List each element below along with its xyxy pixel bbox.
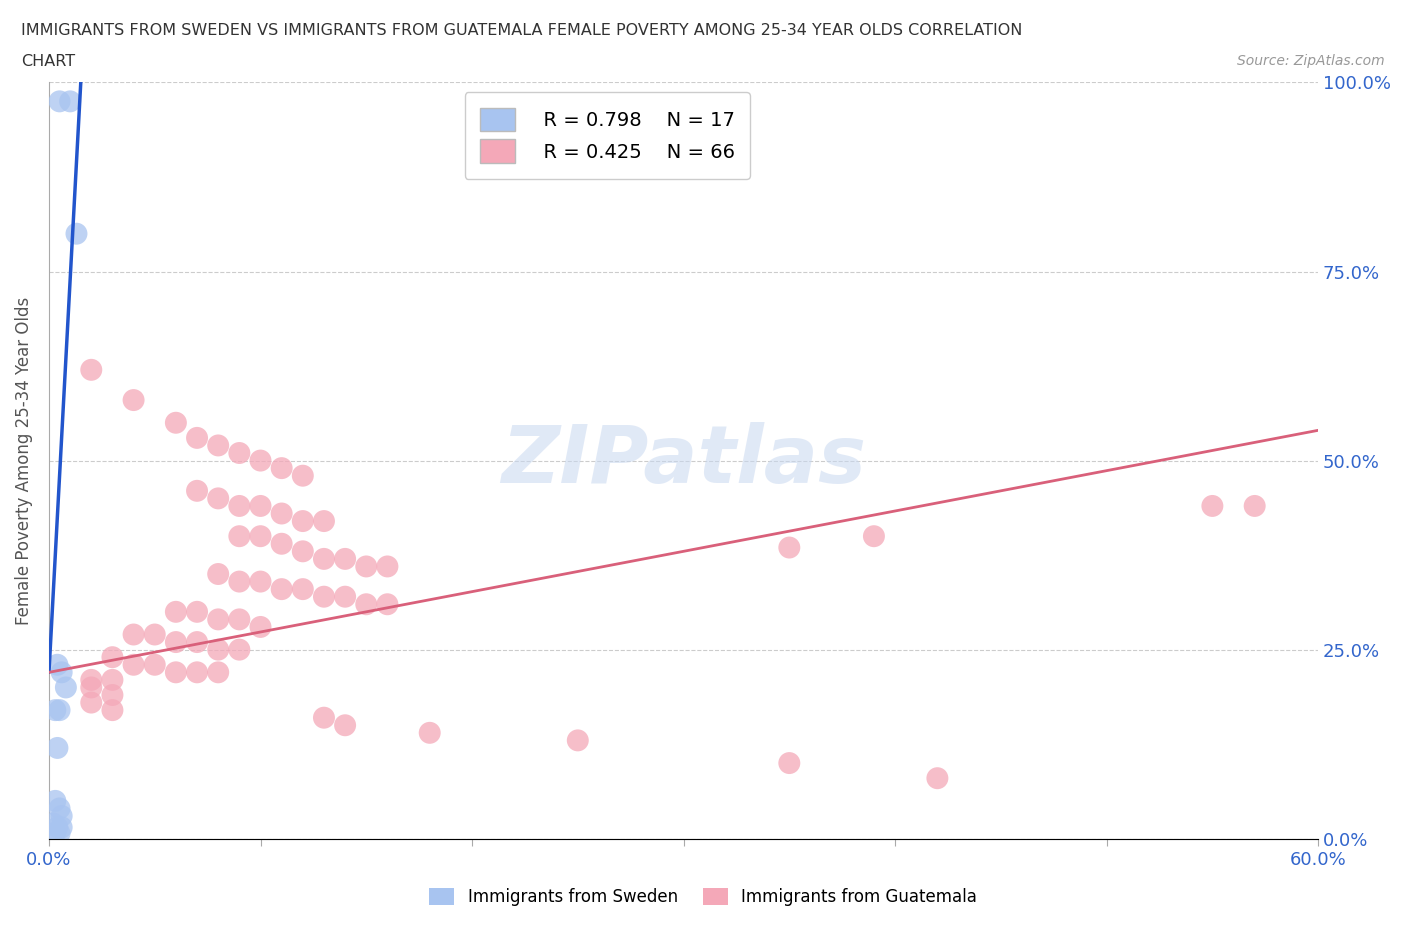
Point (48, 801, 70, 816)
Point (312, 513, 335, 528)
Point (165, 416, 187, 431)
Point (333, 718, 356, 733)
Point (207, 491, 229, 506)
Point (312, 711, 335, 725)
Point (59, 94, 82, 109)
Point (927, 771, 949, 786)
Point (270, 460, 292, 475)
Point (80, 695, 103, 710)
Point (101, 672, 124, 687)
Point (46, 658, 69, 672)
Point (44, 825, 66, 840)
Point (80, 672, 103, 687)
Point (333, 590, 356, 604)
Text: IMMIGRANTS FROM SWEDEN VS IMMIGRANTS FROM GUATEMALA FEMALE POVERTY AMONG 25-34 Y: IMMIGRANTS FROM SWEDEN VS IMMIGRANTS FRO… (21, 23, 1022, 38)
Point (377, 597, 399, 612)
Point (377, 559, 399, 574)
Point (55, 680, 77, 695)
Point (249, 574, 271, 589)
Point (419, 725, 441, 740)
Point (165, 634, 187, 649)
Point (165, 604, 187, 619)
Point (207, 612, 229, 627)
Point (48, 703, 70, 718)
Point (207, 665, 229, 680)
Point (143, 627, 166, 642)
Point (778, 756, 800, 771)
Point (1201, 498, 1223, 513)
Point (270, 537, 292, 551)
Point (65, 226, 87, 241)
Point (51, 808, 73, 823)
Point (249, 529, 271, 544)
Point (249, 619, 271, 634)
Point (80, 363, 103, 378)
Text: Source: ZipAtlas.com: Source: ZipAtlas.com (1237, 54, 1385, 68)
Text: CHART: CHART (21, 54, 75, 69)
Point (186, 484, 208, 498)
Point (228, 612, 250, 627)
Point (778, 540, 800, 555)
Point (48, 826, 70, 841)
Point (356, 597, 378, 612)
Point (312, 590, 335, 604)
Point (333, 551, 356, 566)
Point (249, 498, 271, 513)
Point (101, 703, 124, 718)
Point (1243, 498, 1265, 513)
Point (51, 665, 73, 680)
Legend:   R = 0.798    N = 17,   R = 0.425    N = 66: R = 0.798 N = 17, R = 0.425 N = 66 (464, 92, 751, 179)
Point (356, 559, 378, 574)
Point (51, 820, 73, 835)
Point (44, 793, 66, 808)
Point (186, 665, 208, 680)
Point (44, 703, 66, 718)
Point (270, 506, 292, 521)
Point (186, 604, 208, 619)
Point (228, 445, 250, 460)
Point (122, 392, 145, 407)
Point (101, 650, 124, 665)
Point (228, 498, 250, 513)
Point (46, 740, 69, 755)
Point (291, 544, 314, 559)
Point (291, 513, 314, 528)
Point (186, 634, 208, 649)
Point (42, 817, 65, 831)
Point (80, 680, 103, 695)
Point (249, 453, 271, 468)
Point (101, 687, 124, 702)
Point (228, 643, 250, 658)
Point (207, 643, 229, 658)
Legend: Immigrants from Sweden, Immigrants from Guatemala: Immigrants from Sweden, Immigrants from … (422, 881, 984, 912)
Point (228, 529, 250, 544)
Point (48, 94, 70, 109)
Point (291, 469, 314, 484)
Point (122, 627, 145, 642)
Point (567, 733, 589, 748)
Point (186, 431, 208, 445)
Point (291, 581, 314, 596)
Text: ZIPatlas: ZIPatlas (501, 421, 866, 499)
Point (228, 574, 250, 589)
Point (863, 529, 886, 544)
Point (207, 438, 229, 453)
Point (270, 581, 292, 596)
Point (312, 551, 335, 566)
Y-axis label: Female Poverty Among 25-34 Year Olds: Female Poverty Among 25-34 Year Olds (15, 297, 32, 625)
Point (207, 566, 229, 581)
Point (165, 665, 187, 680)
Point (46, 820, 69, 835)
Point (122, 658, 145, 672)
Point (143, 658, 166, 672)
